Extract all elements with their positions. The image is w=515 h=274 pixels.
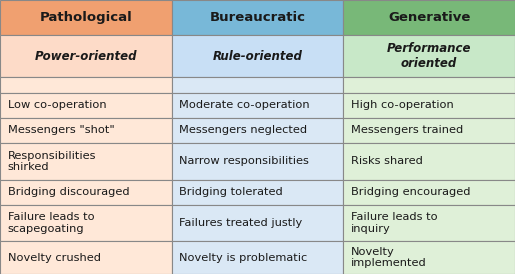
Bar (344, 93, 515, 118)
Bar (171, 35, 344, 78)
Bar (171, 118, 344, 143)
Text: Responsibilities
shirked: Responsibilities shirked (8, 150, 96, 172)
Text: Power-oriented: Power-oriented (35, 50, 137, 63)
Text: Failures treated justly: Failures treated justly (179, 218, 303, 228)
Text: Failure leads to
inquiry: Failure leads to inquiry (351, 212, 438, 234)
Bar (0, 241, 171, 274)
Text: Novelty
implemented: Novelty implemented (351, 247, 427, 269)
Text: Rule-oriented: Rule-oriented (213, 50, 302, 63)
Text: Messengers "shot": Messengers "shot" (8, 125, 114, 135)
Bar (0, 179, 171, 205)
Text: Performance
oriented: Performance oriented (387, 42, 471, 70)
Bar (171, 241, 344, 274)
Bar (344, 35, 515, 78)
Text: Moderate co-operation: Moderate co-operation (179, 100, 310, 110)
Text: Messengers neglected: Messengers neglected (179, 125, 307, 135)
Bar (344, 0, 515, 35)
Bar (344, 118, 515, 143)
Text: Bridging encouraged: Bridging encouraged (351, 187, 471, 197)
Bar (171, 0, 344, 35)
Bar (0, 35, 171, 78)
Text: Low co-operation: Low co-operation (8, 100, 107, 110)
Text: Bureaucratic: Bureaucratic (210, 11, 305, 24)
Text: Messengers trained: Messengers trained (351, 125, 464, 135)
Bar (171, 78, 344, 93)
Text: Generative: Generative (388, 11, 470, 24)
Text: Narrow responsibilities: Narrow responsibilities (179, 156, 310, 166)
Bar (344, 179, 515, 205)
Bar (171, 93, 344, 118)
Bar (344, 78, 515, 93)
Bar (171, 205, 344, 241)
Text: Bridging discouraged: Bridging discouraged (8, 187, 129, 197)
Bar (0, 143, 171, 179)
Bar (344, 241, 515, 274)
Text: Risks shared: Risks shared (351, 156, 423, 166)
Bar (0, 118, 171, 143)
Bar (0, 93, 171, 118)
Text: High co-operation: High co-operation (351, 100, 454, 110)
Text: Pathological: Pathological (40, 11, 132, 24)
Bar (0, 0, 171, 35)
Bar (171, 179, 344, 205)
Text: Novelty is problematic: Novelty is problematic (179, 253, 307, 262)
Text: Bridging tolerated: Bridging tolerated (179, 187, 283, 197)
Text: Novelty crushed: Novelty crushed (8, 253, 101, 262)
Bar (344, 205, 515, 241)
Bar (0, 205, 171, 241)
Bar (171, 143, 344, 179)
Text: Failure leads to
scapegoating: Failure leads to scapegoating (8, 212, 94, 234)
Bar (344, 143, 515, 179)
Bar (0, 78, 171, 93)
